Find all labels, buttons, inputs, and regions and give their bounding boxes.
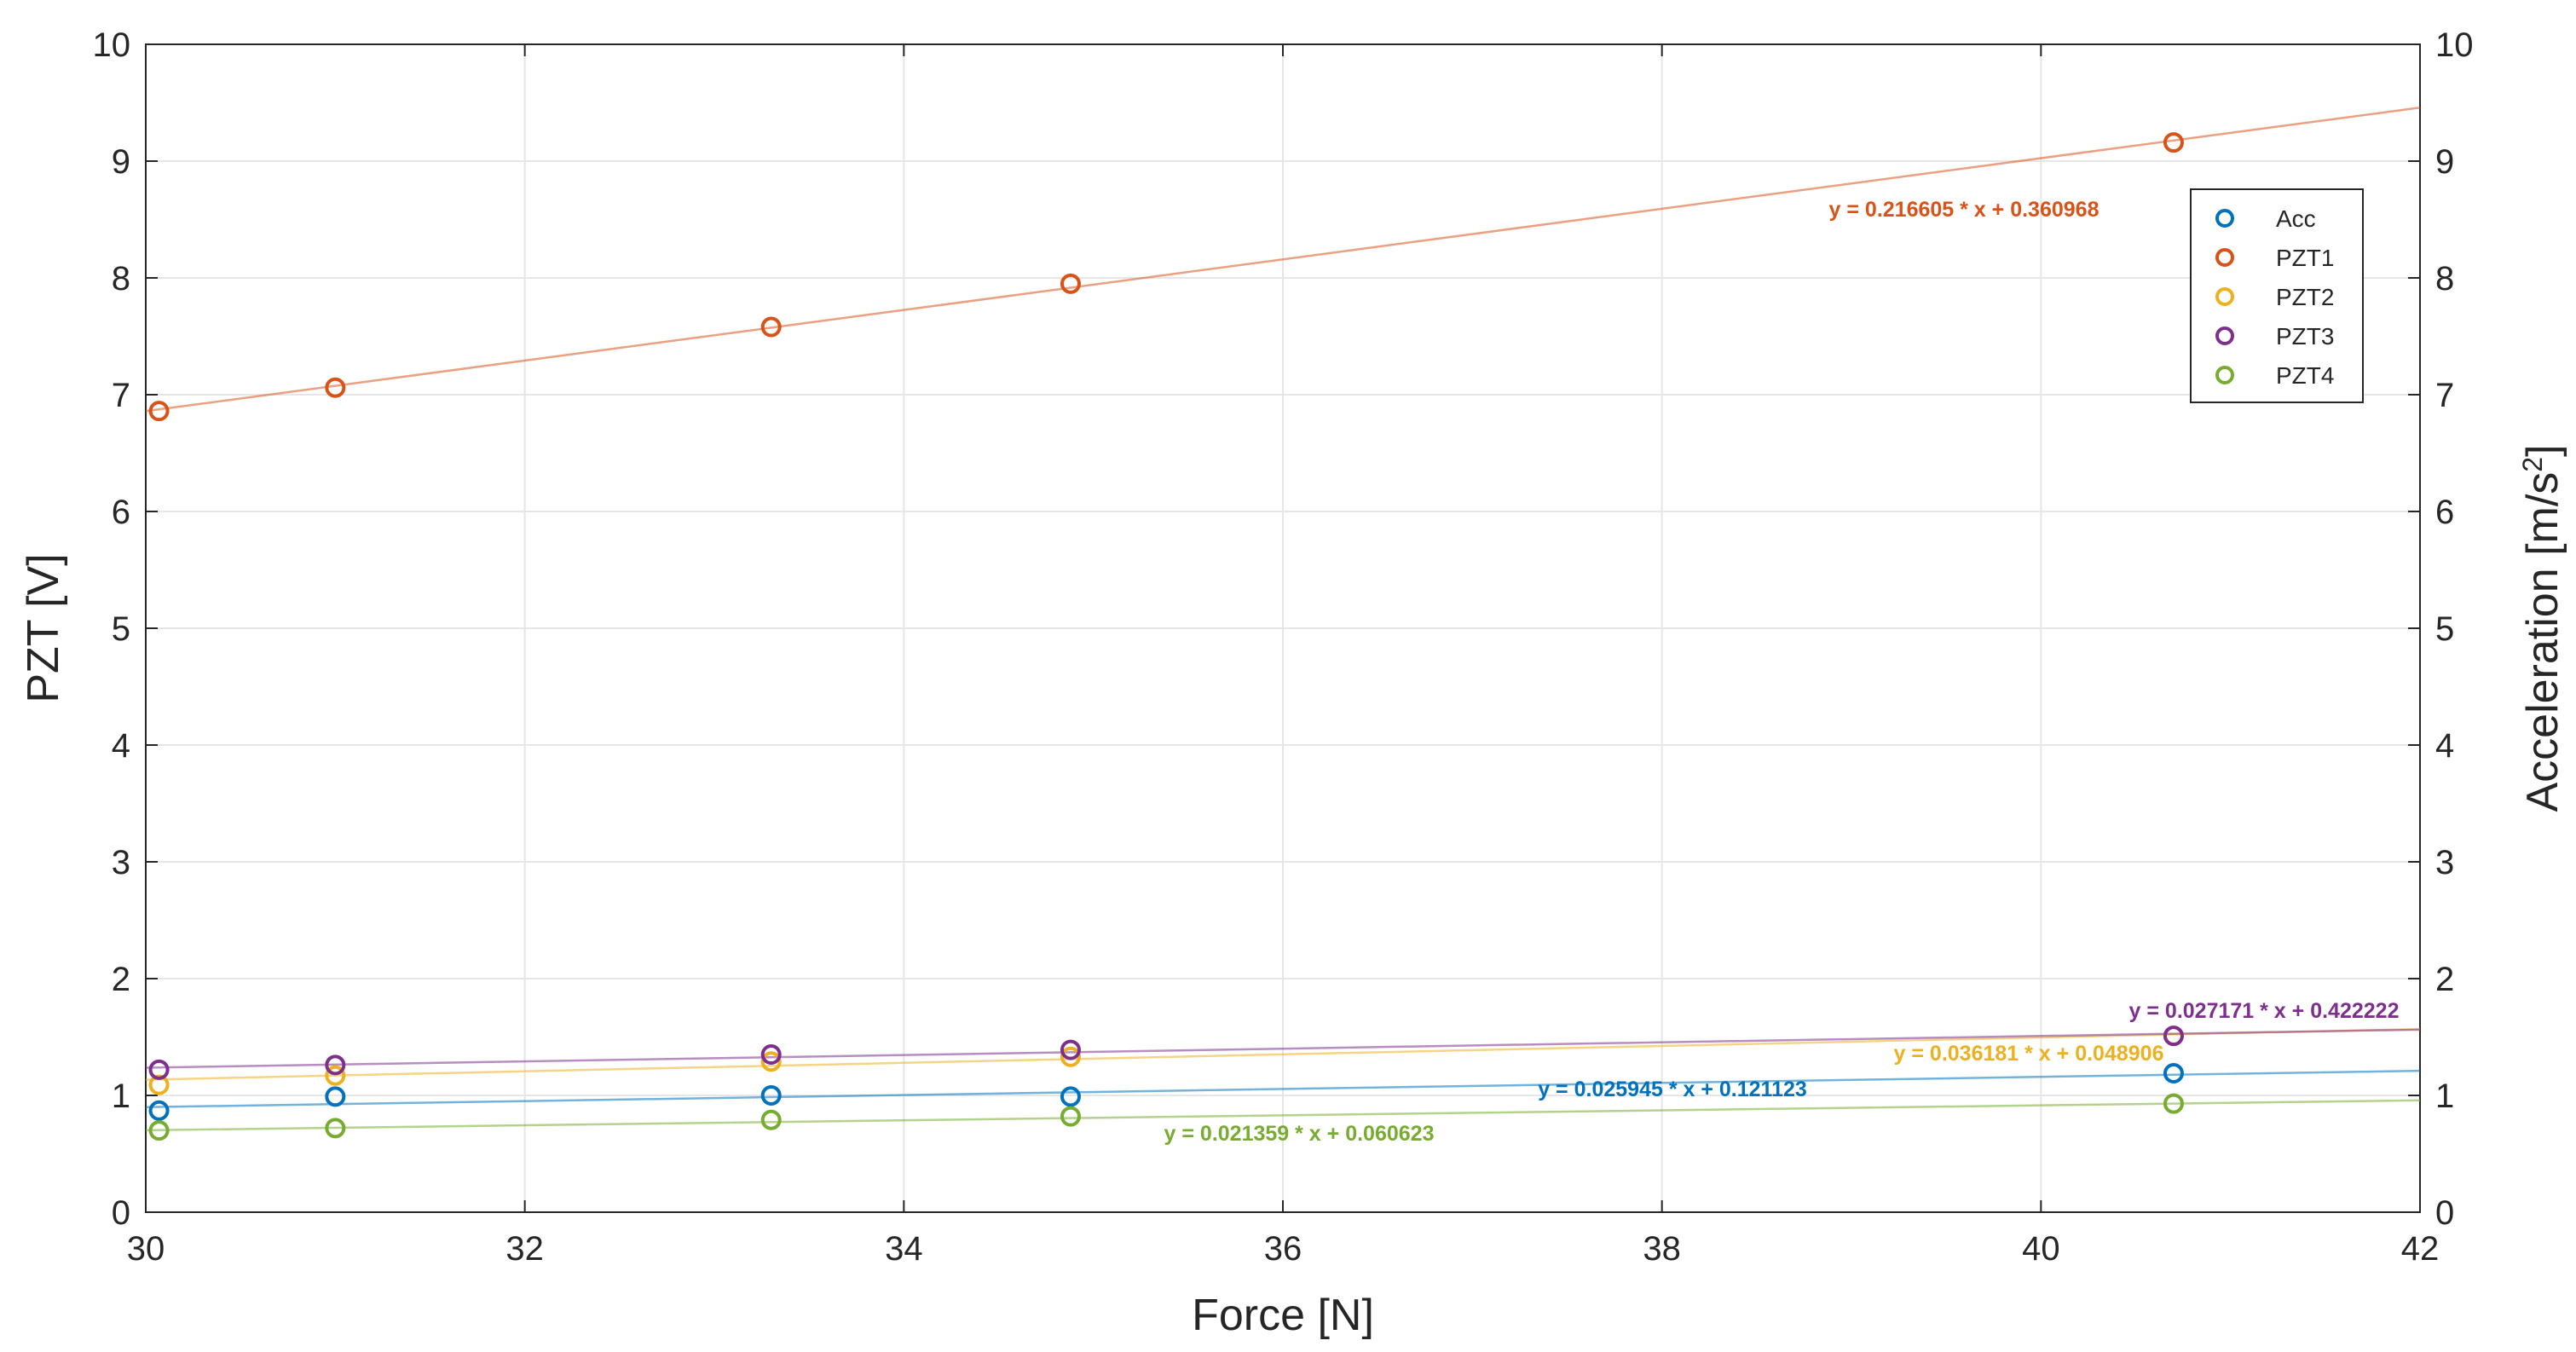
- y-right-tick-label: 4: [2435, 727, 2454, 765]
- fit-equation-acc: y = 0.025945 * x + 0.121123: [1538, 1078, 1807, 1101]
- legend-marker-pzt1: [2215, 248, 2234, 267]
- fit-equation-pzt1: y = 0.216605 * x + 0.360968: [1829, 198, 2099, 222]
- y-right-tick-label: 7: [2435, 377, 2454, 414]
- fit-equation-pzt3: y = 0.027171 * x + 0.422222: [2129, 999, 2400, 1023]
- legend-label-pzt2: PZT2: [2276, 284, 2334, 310]
- y-right-tick-label: 0: [2435, 1194, 2454, 1232]
- legend-label-pzt1: PZT1: [2276, 245, 2334, 271]
- data-point-acc: [760, 1085, 782, 1106]
- data-point-pzt1: [325, 377, 346, 398]
- data-point-pzt2: [148, 1074, 170, 1095]
- data-point-pzt1: [148, 401, 170, 422]
- y-left-tick-label: 10: [93, 26, 131, 64]
- x-tick-label: 34: [885, 1230, 923, 1268]
- y-left-tick-label: 9: [112, 143, 130, 181]
- data-points: [148, 132, 2184, 1141]
- data-point-pzt2: [760, 1051, 782, 1072]
- fit-equation-pzt2: y = 0.036181 * x + 0.048906: [1894, 1042, 2164, 1066]
- legend-marker-acc: [2215, 209, 2234, 228]
- data-point-pzt1: [1060, 273, 1081, 294]
- y-axis-right-label: Acceleration [m/s2]: [2517, 444, 2567, 812]
- data-point-pzt3: [760, 1044, 782, 1066]
- x-tick-label: 36: [1264, 1230, 1302, 1268]
- data-point-pzt3: [325, 1054, 346, 1076]
- fit-equation-pzt4: y = 0.021359 * x + 0.060623: [1164, 1122, 1435, 1146]
- y-left-tick-label: 5: [112, 610, 130, 648]
- fit-equations: y = 0.025945 * x + 0.121123 y = 0.216605 …: [1164, 198, 2400, 1146]
- y-left-tick-label: 2: [112, 961, 130, 998]
- y-left-tick-label: 4: [112, 727, 130, 765]
- legend-marker-pzt2: [2215, 287, 2234, 306]
- legend-label-pzt4: PZT4: [2276, 362, 2334, 389]
- y-axis-left-label: PZT [V]: [19, 553, 68, 702]
- y-right-tick-label: 2: [2435, 961, 2454, 998]
- y-left-tick-label: 6: [112, 494, 130, 531]
- y-left-tick-label: 3: [112, 844, 130, 881]
- fit-line-acc: [145, 1069, 2421, 1109]
- x-tick-label: 32: [505, 1230, 544, 1268]
- y-left-tick-label: 7: [112, 377, 130, 414]
- data-point-pzt4: [2163, 1093, 2184, 1114]
- legend-label-acc: Acc: [2276, 205, 2316, 232]
- x-tick-label: 42: [2401, 1230, 2440, 1268]
- fit-line-pzt4: [145, 1099, 2421, 1132]
- y-left-tick-label: 0: [112, 1194, 130, 1232]
- data-point-acc: [2163, 1062, 2184, 1083]
- data-point-acc: [325, 1086, 346, 1107]
- fit-lines: [145, 106, 2421, 1132]
- data-point-pzt4: [1060, 1106, 1081, 1127]
- fit-line-pzt3: [145, 1028, 2421, 1069]
- y-axis-right-label-base: Acceleration [m/s: [2518, 472, 2567, 812]
- data-point-pzt3: [2163, 1026, 2184, 1047]
- y-right-tick-label: 9: [2435, 143, 2454, 181]
- x-tick-label: 40: [2022, 1230, 2060, 1268]
- y-axis-right-label-end: ]: [2518, 444, 2567, 456]
- legend: Acc PZT1 PZT2 PZT3 PZT4: [2190, 188, 2364, 403]
- data-point-pzt4: [148, 1120, 170, 1141]
- data-point-pzt3: [148, 1059, 170, 1080]
- fit-line-pzt2: [145, 1027, 2421, 1081]
- y-right-tick-label: 6: [2435, 494, 2454, 531]
- data-point-acc: [1060, 1086, 1081, 1107]
- x-tick-label: 30: [127, 1230, 165, 1268]
- data-point-pzt3: [1060, 1039, 1081, 1060]
- data-point-acc: [148, 1100, 170, 1121]
- y-right-tick-label: 5: [2435, 610, 2454, 648]
- data-point-pzt1: [760, 316, 782, 338]
- data-point-pzt2: [1060, 1046, 1081, 1067]
- y-right-tick-label: 10: [2435, 26, 2474, 64]
- legend-marker-pzt4: [2215, 366, 2234, 384]
- data-point-pzt2: [325, 1065, 346, 1086]
- fit-line-pzt1: [145, 106, 2421, 413]
- data-point-pzt1: [2163, 132, 2184, 153]
- y-right-tick-label: 8: [2435, 260, 2454, 298]
- y-left-tick-label: 8: [112, 260, 130, 298]
- y-axis-right-label-sup: 2: [2517, 457, 2548, 472]
- x-axis-label: Force [N]: [1192, 1291, 1374, 1340]
- x-tick-label: 38: [1643, 1230, 1681, 1268]
- data-point-pzt4: [760, 1109, 782, 1130]
- legend-marker-pzt3: [2215, 326, 2234, 345]
- y-left-tick-label: 1: [112, 1078, 130, 1115]
- legend-label-pzt3: PZT3: [2276, 323, 2334, 350]
- y-right-tick-label: 3: [2435, 844, 2454, 881]
- data-point-pzt4: [325, 1118, 346, 1139]
- y-right-tick-label: 1: [2435, 1078, 2454, 1115]
- grid: [146, 44, 2420, 1212]
